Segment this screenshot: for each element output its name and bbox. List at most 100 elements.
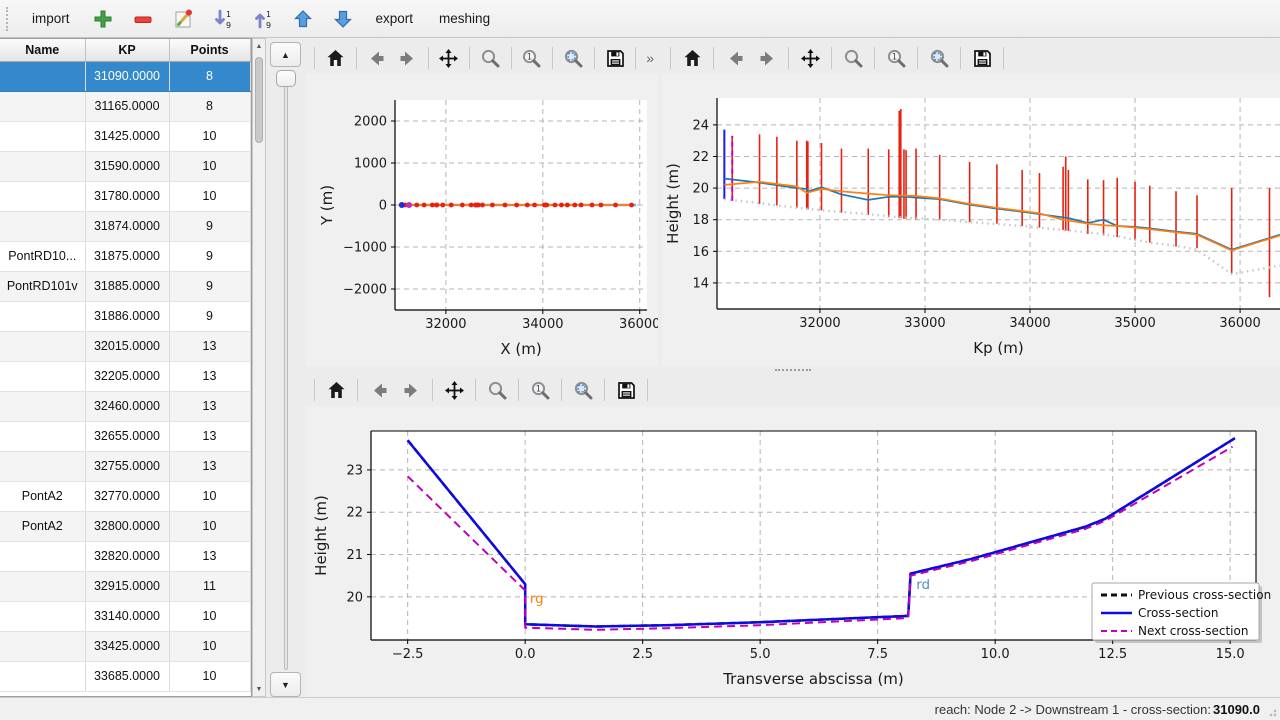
name-cell[interactable]: PontA2 [0, 481, 86, 512]
home-icon[interactable] [321, 44, 350, 72]
pan-icon[interactable] [439, 376, 469, 404]
points-cell[interactable]: 11 [169, 571, 251, 602]
table-row[interactable]: 31886.0000 9 [0, 301, 251, 332]
name-cell[interactable] [0, 601, 86, 632]
name-cell[interactable] [0, 631, 86, 662]
table-row[interactable]: 31874.0000 9 [0, 211, 251, 242]
kp-cell[interactable]: 33425.0000 [85, 631, 170, 662]
kp-cell[interactable]: 32460.0000 [85, 391, 170, 422]
table-row[interactable]: PontA2 32770.0000 10 [0, 481, 251, 512]
toolbar-grip[interactable] [6, 6, 12, 31]
zoom-to-rect-icon[interactable] [559, 44, 588, 72]
name-cell[interactable]: PontA2 [0, 511, 86, 542]
move-down-icon[interactable] [326, 4, 360, 34]
horizontal-splitter[interactable] [306, 366, 1280, 374]
kp-cell[interactable]: 33685.0000 [85, 661, 170, 692]
name-cell[interactable] [0, 211, 86, 242]
forward-icon[interactable] [396, 376, 426, 404]
back-icon[interactable] [720, 44, 750, 72]
toolbar-overflow-icon[interactable]: » [646, 50, 655, 66]
scroll-down-icon[interactable]: ▼ [253, 682, 265, 696]
home-icon[interactable] [677, 44, 707, 72]
table-row[interactable]: 31590.0000 10 [0, 151, 251, 182]
points-cell[interactable]: 9 [169, 211, 251, 242]
points-cell[interactable]: 9 [169, 241, 251, 272]
name-cell[interactable]: PontRD101v [0, 271, 86, 302]
points-cell[interactable]: 10 [169, 121, 251, 152]
points-cell[interactable]: 13 [169, 331, 251, 362]
name-cell[interactable] [0, 301, 86, 332]
table-row[interactable]: 32915.0000 11 [0, 571, 251, 602]
kp-cell[interactable]: 31886.0000 [85, 301, 170, 332]
name-cell[interactable] [0, 541, 86, 572]
sort-descending-icon[interactable]: 1 9 [206, 4, 240, 34]
table-row[interactable]: 32460.0000 13 [0, 391, 251, 422]
name-cell[interactable]: PontRD10... [0, 241, 86, 272]
points-cell[interactable]: 10 [169, 631, 251, 662]
kp-cell[interactable]: 31590.0000 [85, 151, 170, 182]
points-cell[interactable]: 9 [169, 271, 251, 302]
zoom-icon[interactable] [838, 44, 868, 72]
resize-grip[interactable] [1267, 707, 1277, 717]
table-row[interactable]: 32205.0000 13 [0, 361, 251, 392]
points-cell[interactable]: 10 [169, 181, 251, 212]
name-cell[interactable] [0, 421, 86, 452]
profile-plot-figure[interactable]: 32000 33000 34000 35000 36000 14 16 18 20 22 24 Kp … [662, 74, 1280, 366]
kp-cell[interactable]: 32205.0000 [85, 361, 170, 392]
table-row[interactable]: 32655.0000 13 [0, 421, 251, 452]
kp-cell[interactable]: 32755.0000 [85, 451, 170, 482]
move-up-icon[interactable] [286, 4, 320, 34]
name-cell[interactable] [0, 121, 86, 152]
zoom-in-icon[interactable]: 1 [518, 44, 547, 72]
save-icon[interactable] [967, 44, 997, 72]
table-row[interactable]: 32755.0000 13 [0, 451, 251, 482]
zoom-icon[interactable] [476, 44, 505, 72]
edit-icon[interactable] [166, 4, 200, 34]
cross-sections-table[interactable]: Name KP Points 31090.0000 8 31165.0000 8 31425… [0, 38, 252, 697]
name-cell[interactable] [0, 61, 86, 92]
meshing-button[interactable]: meshing [429, 5, 500, 32]
kp-cell[interactable]: 32655.0000 [85, 421, 170, 452]
name-cell[interactable] [0, 331, 86, 362]
kp-cell[interactable]: 31874.0000 [85, 211, 170, 242]
points-cell[interactable]: 9 [169, 301, 251, 332]
points-cell[interactable]: 10 [169, 601, 251, 632]
kp-cell[interactable]: 32015.0000 [85, 331, 170, 362]
kp-cell[interactable]: 31090.0000 [85, 61, 170, 92]
kp-cell[interactable]: 31425.0000 [85, 121, 170, 152]
points-cell[interactable]: 10 [169, 151, 251, 182]
points-cell[interactable]: 10 [169, 511, 251, 542]
kp-cell[interactable]: 31780.0000 [85, 181, 170, 212]
back-icon[interactable] [362, 44, 391, 72]
table-row[interactable]: PontRD101v 31885.0000 9 [0, 271, 251, 302]
import-button[interactable]: import [22, 5, 80, 32]
slider-up-button[interactable]: ▲ [270, 42, 301, 67]
kp-cell[interactable]: 31875.0000 [85, 241, 170, 272]
table-row[interactable]: 31090.0000 8 [0, 61, 251, 92]
name-cell[interactable] [0, 391, 86, 422]
back-icon[interactable] [364, 376, 394, 404]
kp-cell[interactable]: 32770.0000 [85, 481, 170, 512]
zoom-icon[interactable] [482, 376, 512, 404]
trace-plot-figure[interactable]: 32000 34000 36000 −2000 −1000 0 1000 2000 X (m) Y… [306, 74, 658, 366]
points-cell[interactable]: 10 [169, 661, 251, 692]
table-row[interactable]: PontA2 32800.0000 10 [0, 511, 251, 542]
export-button[interactable]: export [366, 5, 424, 32]
points-cell[interactable]: 13 [169, 541, 251, 572]
zoom-to-rect-icon[interactable] [568, 376, 598, 404]
table-row[interactable]: 32820.0000 13 [0, 541, 251, 572]
kp-cell[interactable]: 32800.0000 [85, 511, 170, 542]
name-cell[interactable] [0, 91, 86, 122]
table-scrollbar[interactable]: ▲ ▼ [252, 38, 266, 697]
add-icon[interactable] [86, 4, 120, 34]
table-row[interactable]: PontRD10... 31875.0000 9 [0, 241, 251, 272]
points-cell[interactable]: 8 [169, 61, 251, 92]
name-cell[interactable] [0, 361, 86, 392]
pan-icon[interactable] [435, 44, 464, 72]
remove-icon[interactable] [126, 4, 160, 34]
points-cell[interactable]: 10 [169, 481, 251, 512]
cross-section-plot-figure[interactable]: −2.5 0.0 2.5 5.0 7.5 10.0 12.5 15.0 20 21 22 23 rg rd… [306, 406, 1280, 697]
slider-down-button[interactable]: ▼ [270, 672, 301, 697]
column-header-kp[interactable]: KP [85, 39, 170, 62]
table-row[interactable]: 32015.0000 13 [0, 331, 251, 362]
